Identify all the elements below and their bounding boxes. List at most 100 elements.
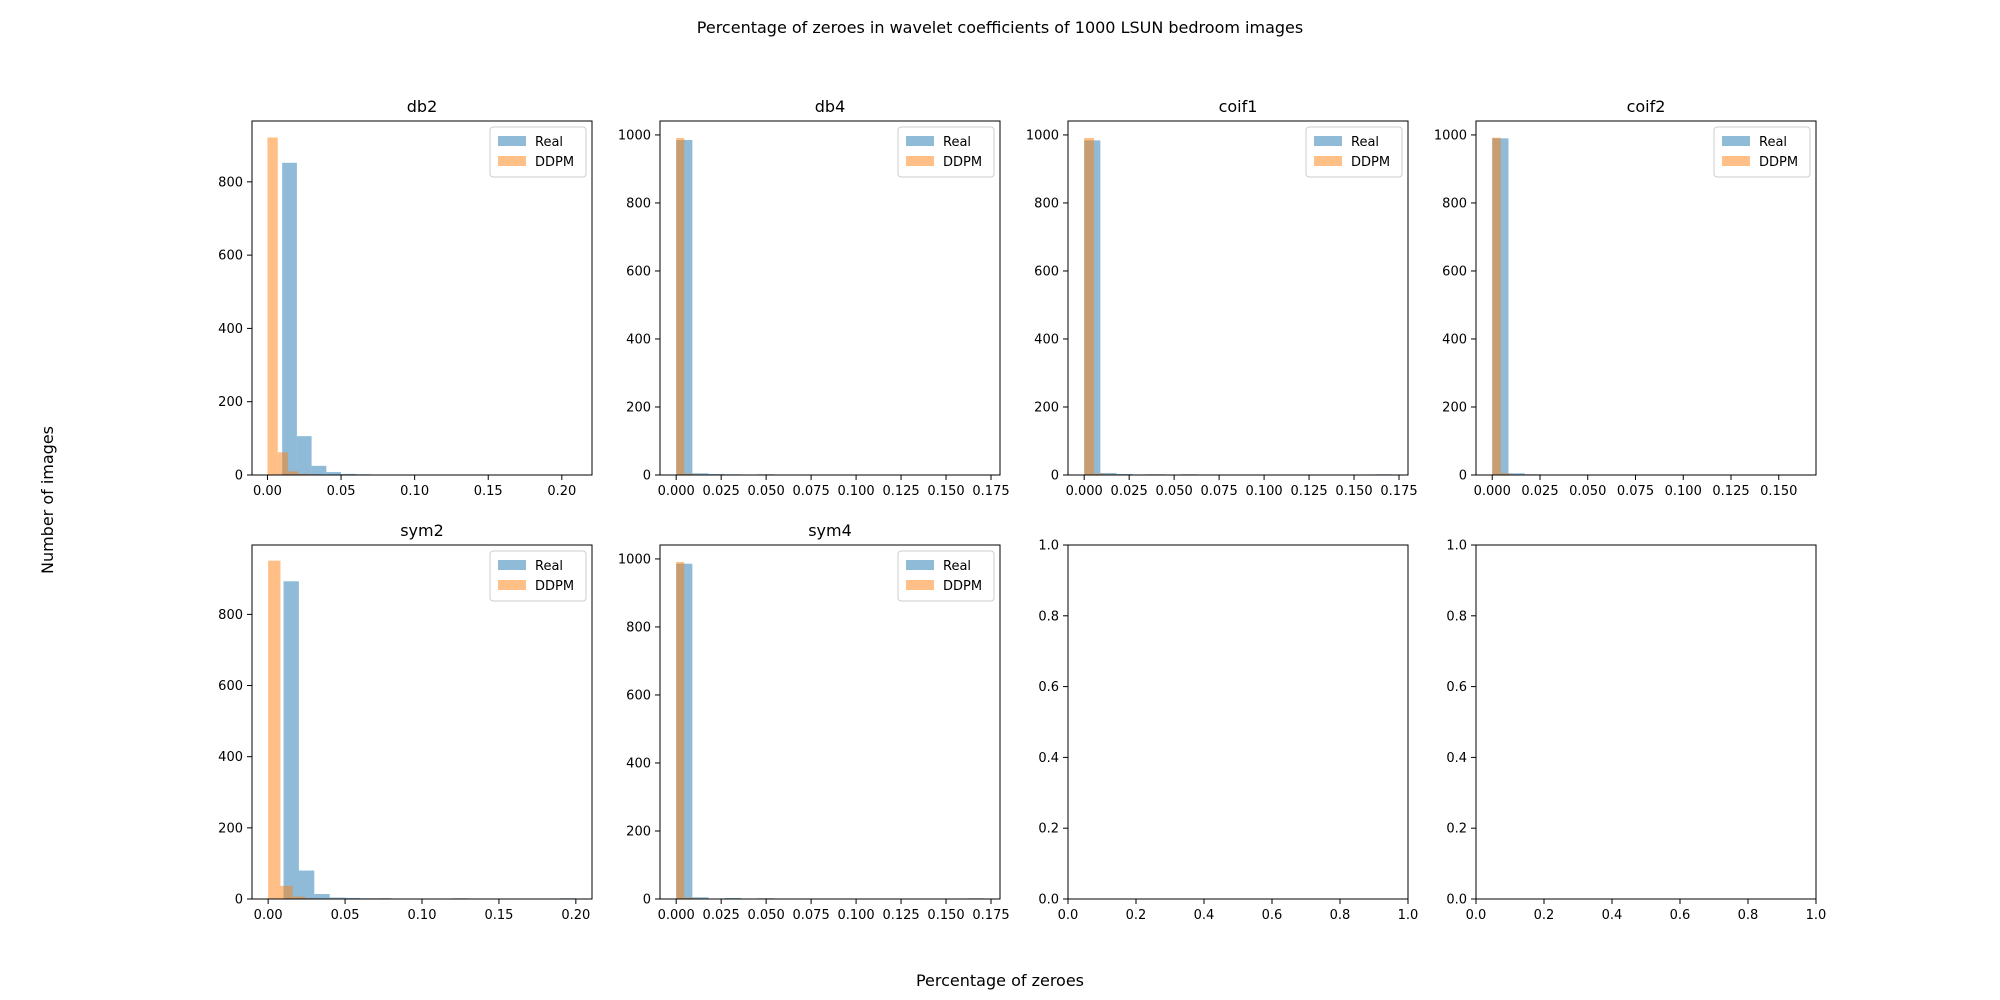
legend: Real DDPM <box>897 126 995 178</box>
legend-swatch-real <box>498 136 526 146</box>
axes-frame <box>1475 120 1817 476</box>
subplot-title: db4 <box>815 97 846 116</box>
axes-frame <box>1067 544 1409 900</box>
y-tick-label: 800 <box>626 196 651 211</box>
x-tick-label: 0.050 <box>748 484 785 499</box>
figure-xlabel: Percentage of zeroes <box>916 971 1084 990</box>
x-tick-label: 0.10 <box>400 484 429 499</box>
bar-real <box>311 465 327 475</box>
legend-swatch-real <box>498 560 526 570</box>
subplot-sym4: 0.000 0.025 0.050 0.075 0.100 0.125 0.150 0.175… <box>618 521 1010 923</box>
x-tick-label: 0.8 <box>1738 908 1759 923</box>
x-tick-label: 0.6 <box>1670 908 1691 923</box>
y-tick-label: 1.0 <box>1038 539 1059 554</box>
x-tick-label: 0.025 <box>1111 484 1148 499</box>
x-tick-label: 0.2 <box>1126 908 1147 923</box>
x-tick-label: 0.075 <box>793 908 830 923</box>
x-tick-label: 0.175 <box>972 484 1009 499</box>
x-tick-label: 0.10 <box>408 908 437 923</box>
y-tick-label: 200 <box>1442 400 1467 415</box>
y-tick-label: 0 <box>643 893 651 908</box>
subplot-db2: 0.00 0.05 0.10 0.15 0.20 0 200 400 600 800 db2 Real… <box>218 97 593 499</box>
legend-label-real: Real <box>943 135 971 150</box>
y-tick-label: 400 <box>218 322 243 337</box>
y-tick-label: 0.6 <box>1446 680 1467 695</box>
y-tick-label: 200 <box>626 400 651 415</box>
subplot-title: sym2 <box>400 521 444 540</box>
legend-swatch-real <box>906 136 934 146</box>
y-tick-label: 200 <box>218 395 243 410</box>
y-tick-label: 600 <box>626 688 651 703</box>
subplot-empty-7: 0.0 0.2 0.4 0.6 0.8 1.0 0.0 0.2 0.4 0.6 0.8 1.0 <box>1446 539 1826 924</box>
bar-ddpm <box>277 452 289 475</box>
x-tick-label: 0.050 <box>1569 484 1606 499</box>
bar-ddpm <box>280 885 293 899</box>
x-tick-label: 0.0 <box>1058 908 1079 923</box>
x-tick-label: 0.175 <box>972 908 1009 923</box>
x-tick-label: 0.150 <box>1335 484 1372 499</box>
bar-ddpm <box>292 896 306 899</box>
x-tick-label: 0.000 <box>1066 484 1103 499</box>
y-tick-label: 0 <box>1459 469 1467 484</box>
y-tick-label: 1000 <box>1026 128 1059 143</box>
subplot-coif2: 0.000 0.025 0.050 0.075 0.100 0.125 0.150 0 200 4… <box>1434 97 1817 499</box>
bar-ddpm <box>267 137 278 476</box>
y-tick-label: 0.8 <box>1038 609 1059 624</box>
bar-real <box>296 436 312 475</box>
axes-frame <box>1475 544 1817 900</box>
legend: Real DDPM <box>489 550 587 602</box>
x-tick-label: 1.0 <box>1398 908 1419 923</box>
x-tick-label: 0.100 <box>837 484 874 499</box>
x-tick-label: 0.8 <box>1330 908 1351 923</box>
y-tick-label: 400 <box>1034 332 1059 347</box>
x-tick-label: 0.075 <box>1617 484 1654 499</box>
y-tick-label: 200 <box>218 821 243 836</box>
bar-real <box>314 894 330 899</box>
x-tick-label: 0.6 <box>1262 908 1283 923</box>
x-tick-label: 0.125 <box>1712 484 1749 499</box>
x-tick-label: 0.05 <box>327 484 356 499</box>
x-tick-label: 0.125 <box>882 484 919 499</box>
x-tick-label: 0.000 <box>658 908 695 923</box>
bar-real <box>692 473 709 475</box>
bar-ddpm <box>268 560 281 899</box>
y-tick-label: 600 <box>218 679 243 694</box>
legend: Real DDPM <box>1713 126 1811 178</box>
x-tick-label: 0.050 <box>1156 484 1193 499</box>
legend-label-real: Real <box>535 559 563 574</box>
bar-ddpm <box>1094 473 1104 475</box>
y-tick-label: 1000 <box>618 552 651 567</box>
y-tick-label: 200 <box>626 824 651 839</box>
bar-real <box>298 870 315 899</box>
axes-frame <box>659 544 1001 900</box>
legend-label-real: Real <box>535 135 563 150</box>
bar-ddpm <box>1500 473 1510 475</box>
figure-suptitle: Percentage of zeroes in wavelet coeffici… <box>697 18 1303 37</box>
bar-real <box>282 162 297 475</box>
bar-real <box>724 897 741 899</box>
x-tick-label: 0.05 <box>331 908 360 923</box>
bar-ddpm <box>684 897 693 899</box>
legend-label-real: Real <box>943 559 971 574</box>
legend-swatch-real <box>1722 136 1750 146</box>
y-tick-label: 0.8 <box>1446 609 1467 624</box>
legend-label-real: Real <box>1351 135 1379 150</box>
bar-real <box>341 473 356 475</box>
x-tick-label: 0.150 <box>1760 484 1797 499</box>
x-tick-label: 0.000 <box>1474 484 1511 499</box>
y-tick-label: 400 <box>1442 332 1467 347</box>
y-tick-label: 800 <box>218 175 243 190</box>
bar-real <box>345 897 361 899</box>
subplot-db4: 0.000 0.025 0.050 0.075 0.100 0.125 0.150 0.175… <box>618 97 1010 499</box>
subplot-coif1: 0.000 0.025 0.050 0.075 0.100 0.125 0.150 0.175… <box>1026 97 1418 499</box>
y-tick-label: 0.2 <box>1446 822 1467 837</box>
legend-swatch-real <box>1314 136 1342 146</box>
legend-label-ddpm: DDPM <box>535 155 574 170</box>
y-tick-label: 1.0 <box>1446 539 1467 554</box>
y-tick-label: 0.0 <box>1446 893 1467 908</box>
subplot-title: db2 <box>407 97 438 116</box>
subplot-sym2: 0.00 0.05 0.10 0.15 0.20 0 200 400 600 800 sym2 Rea… <box>218 521 593 923</box>
y-tick-label: 0.4 <box>1446 751 1467 766</box>
legend-label-ddpm: DDPM <box>943 155 982 170</box>
bar-real <box>329 897 346 899</box>
